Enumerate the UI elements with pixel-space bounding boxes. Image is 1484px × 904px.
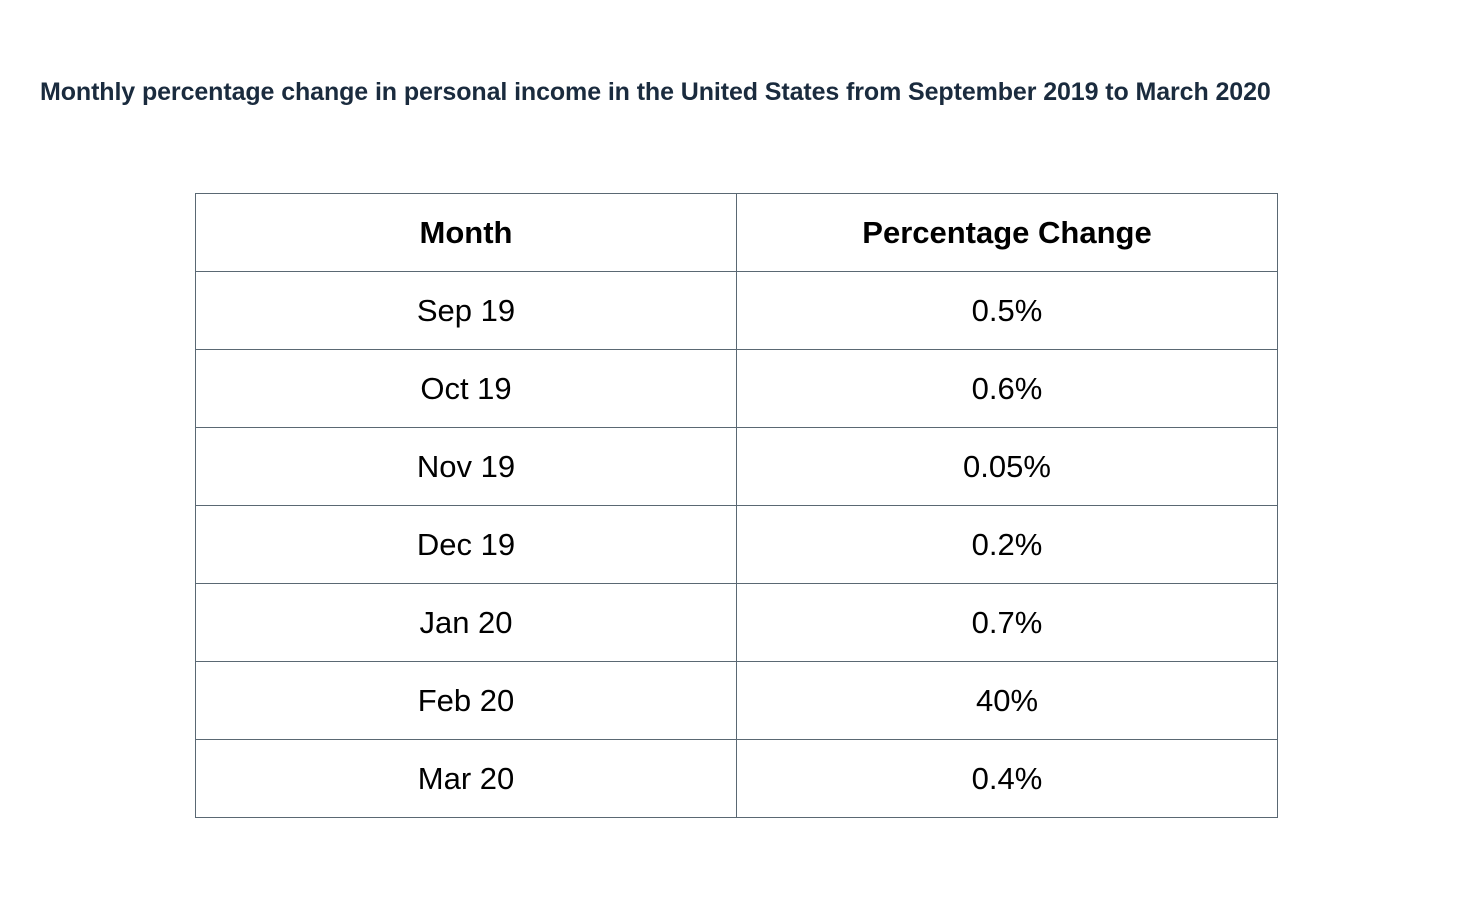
month-cell: Jan 20 [195,583,737,662]
table-row: Nov 19 0.05% [195,427,1278,506]
chart-title: Monthly percentage change in personal in… [40,78,1271,106]
table-row: Feb 20 40% [195,661,1278,740]
header-row: Month Percentage Change [195,193,1278,272]
percentage-change-cell: 0.7% [736,583,1278,662]
column-header-month: Month [195,193,737,272]
table-row: Mar 20 0.4% [195,739,1278,818]
percentage-change-cell: 0.2% [736,505,1278,584]
percentage-change-cell: 0.05% [736,427,1278,506]
month-cell: Feb 20 [195,661,737,740]
month-cell: Sep 19 [195,271,737,350]
table-row: Oct 19 0.6% [195,349,1278,428]
table-row: Jan 20 0.7% [195,583,1278,662]
month-cell: Mar 20 [195,739,737,818]
month-cell: Dec 19 [195,505,737,584]
percentage-change-cell: 0.4% [736,739,1278,818]
percentage-change-cell: 0.6% [736,349,1278,428]
month-cell: Oct 19 [195,349,737,428]
month-cell: Nov 19 [195,427,737,506]
column-header-percentage-change: Percentage Change [736,193,1278,272]
table-header: Month Percentage Change [195,193,1278,272]
data-table: Month Percentage Change Sep 19 0.5% Oct … [195,193,1278,818]
percentage-change-cell: 0.5% [736,271,1278,350]
table-row: Dec 19 0.2% [195,505,1278,584]
table-row: Sep 19 0.5% [195,271,1278,350]
table-body: Sep 19 0.5% Oct 19 0.6% Nov 19 0.05% Dec… [195,271,1278,818]
percentage-change-cell: 40% [736,661,1278,740]
